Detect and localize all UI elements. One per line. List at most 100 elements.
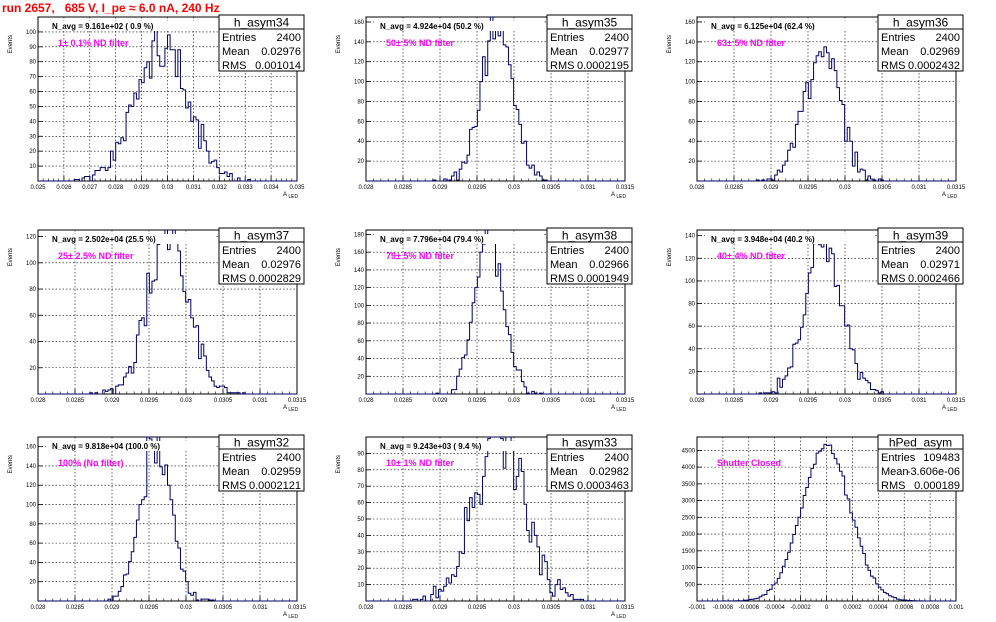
y-tick-label: 60 bbox=[29, 90, 36, 96]
x-tick-label: -0.0002 bbox=[790, 605, 811, 611]
stats-box bbox=[218, 14, 305, 72]
stats-key: Mean bbox=[550, 259, 578, 271]
navg-label: N_avg = 9.818e+04 (100.0 %) bbox=[52, 442, 160, 451]
stats-value: 2400 bbox=[277, 245, 301, 257]
y-tick-label: 60 bbox=[357, 501, 364, 507]
y-tick-label: 120 bbox=[26, 483, 37, 489]
histogram-panel-h_asym39: 0.028 0.0285 0.029 0.0295 0.03 0.0305 0.031 0.0… bbox=[667, 227, 966, 413]
x-tick-label: 0.03 bbox=[839, 398, 851, 404]
stats-box bbox=[546, 434, 633, 492]
filter-annotation: 50± 5% ND filter bbox=[386, 38, 454, 48]
stats-key: Entries bbox=[550, 452, 585, 464]
x-tick-label: 0.0285 bbox=[66, 605, 85, 611]
stats-key: Entries bbox=[881, 245, 916, 257]
y-axis-label: Events bbox=[336, 35, 342, 53]
x-tick-label: 0.0295 bbox=[468, 605, 487, 611]
x-tick-label: 0.0295 bbox=[799, 398, 818, 404]
x-axis-label: A LED bbox=[611, 405, 627, 413]
histogram-line bbox=[366, 16, 625, 182]
y-tick-label: 70 bbox=[357, 484, 364, 490]
stats-title: hPed_asym bbox=[889, 436, 952, 450]
y-axis-label: Events bbox=[8, 248, 14, 266]
y-tick-label: 140 bbox=[26, 464, 37, 470]
stats-value: 0.02976 bbox=[261, 46, 301, 58]
histogram-panel-h_asym37: 0.028 0.0285 0.029 0.0295 0.03 0.0305 0.031 0.0… bbox=[8, 227, 307, 413]
x-tick-label: 0.0295 bbox=[799, 185, 818, 191]
stats-key: Mean bbox=[222, 466, 250, 478]
x-tick-label: 0.0285 bbox=[394, 398, 413, 404]
y-tick-label: 20 bbox=[357, 566, 364, 572]
x-tick-label: 0.0305 bbox=[214, 605, 233, 611]
stats-key: Mean bbox=[222, 259, 250, 271]
x-axis-label: A LED bbox=[942, 192, 958, 200]
y-tick-label: 10 bbox=[357, 583, 364, 589]
y-tick-label: 60 bbox=[357, 119, 364, 125]
y-tick-label: 120 bbox=[354, 286, 365, 292]
x-axis-label: A LED bbox=[283, 612, 299, 620]
stats-key: Entries bbox=[550, 245, 585, 257]
y-tick-label: 80 bbox=[29, 522, 36, 528]
x-tick-label: 0.031 bbox=[186, 185, 202, 191]
y-tick-label: 40 bbox=[29, 560, 36, 566]
stats-value: 0.0002121 bbox=[249, 480, 301, 492]
navg-label: N_avg = 6.125e+04 (62.4 %) bbox=[711, 22, 815, 31]
x-tick-label: 0.0315 bbox=[947, 398, 966, 404]
y-tick-label: 2500 bbox=[682, 515, 696, 521]
navg-label-bg bbox=[46, 234, 216, 244]
x-tick-label: 0.029 bbox=[134, 185, 150, 191]
x-tick-label: 0.029 bbox=[432, 398, 448, 404]
x-tick-label: 0.03 bbox=[180, 605, 192, 611]
stats-key: Entries bbox=[881, 32, 916, 44]
x-tick-label: 0 bbox=[825, 605, 829, 611]
stats-key: RMS bbox=[550, 273, 574, 285]
x-tick-label: -0.0006 bbox=[739, 605, 760, 611]
y-tick-label: 100 bbox=[26, 261, 37, 267]
x-tick-label: 0.031 bbox=[580, 185, 596, 191]
filter-annotation: Shutter Closed bbox=[717, 458, 781, 468]
stats-value: 0.000189 bbox=[914, 480, 960, 492]
y-tick-label: 140 bbox=[685, 234, 696, 240]
y-tick-label: 40 bbox=[29, 119, 36, 125]
y-tick-label: 4500 bbox=[682, 448, 696, 454]
x-tick-label: 0.0315 bbox=[616, 185, 635, 191]
x-tick-label: 0.028 bbox=[358, 605, 374, 611]
x-tick-label: 0.0008 bbox=[921, 605, 940, 611]
x-tick-label: 0.029 bbox=[763, 398, 779, 404]
navg-label: N_avg = 3.948e+04 (40.2 %) bbox=[711, 235, 815, 244]
stats-key: Mean bbox=[881, 46, 909, 58]
stats-title: h_asym33 bbox=[562, 436, 618, 450]
stats-key: Entries bbox=[881, 452, 916, 464]
stats-value: 0.0002195 bbox=[577, 60, 629, 72]
histogram-panel-h_asym35: 0.028 0.0285 0.029 0.0295 0.03 0.0305 0.031 0.0… bbox=[336, 14, 635, 200]
run-title: run 2657, 685 V, I_pe ≈ 6.0 nA, 240 Hz bbox=[2, 1, 220, 15]
stats-key: RMS bbox=[550, 60, 574, 72]
stats-value: 0.02977 bbox=[589, 46, 629, 58]
x-tick-label: 0.032 bbox=[212, 185, 228, 191]
stats-key: Mean bbox=[222, 46, 250, 58]
x-tick-label: 0.027 bbox=[82, 185, 98, 191]
y-tick-label: 140 bbox=[685, 40, 696, 46]
stats-value: -3.606e-06 bbox=[907, 466, 960, 478]
x-tick-label: 0.0305 bbox=[542, 605, 561, 611]
y-tick-label: 180 bbox=[354, 232, 365, 238]
stats-value: 2400 bbox=[277, 452, 301, 464]
y-tick-label: 140 bbox=[354, 268, 365, 274]
x-tick-label: 0.001 bbox=[948, 605, 964, 611]
x-tick-label: 0.028 bbox=[30, 398, 46, 404]
stats-value: 0.02966 bbox=[589, 259, 629, 271]
y-tick-label: 160 bbox=[354, 250, 365, 256]
stats-value: 2400 bbox=[936, 32, 960, 44]
y-tick-label: 100 bbox=[354, 303, 365, 309]
stats-key: RMS bbox=[222, 480, 246, 492]
stats-box bbox=[546, 14, 633, 72]
stats-value: 0.02959 bbox=[261, 466, 301, 478]
histogram-panel-h_asym36: 0.028 0.0285 0.029 0.0295 0.03 0.0305 0.031 0.0… bbox=[667, 14, 966, 200]
navg-label: N_avg = 7.796e+04 (79.4 %) bbox=[380, 235, 484, 244]
y-tick-label: 1500 bbox=[682, 549, 696, 555]
x-tick-label: 0.03 bbox=[839, 185, 851, 191]
y-tick-label: 4000 bbox=[682, 465, 696, 471]
navg-label: N_avg = 9.161e+02 ( 0.9 %) bbox=[52, 22, 154, 31]
histogram-line bbox=[38, 28, 297, 182]
histogram-line bbox=[38, 229, 297, 395]
y-axis-label: Events bbox=[8, 455, 14, 473]
